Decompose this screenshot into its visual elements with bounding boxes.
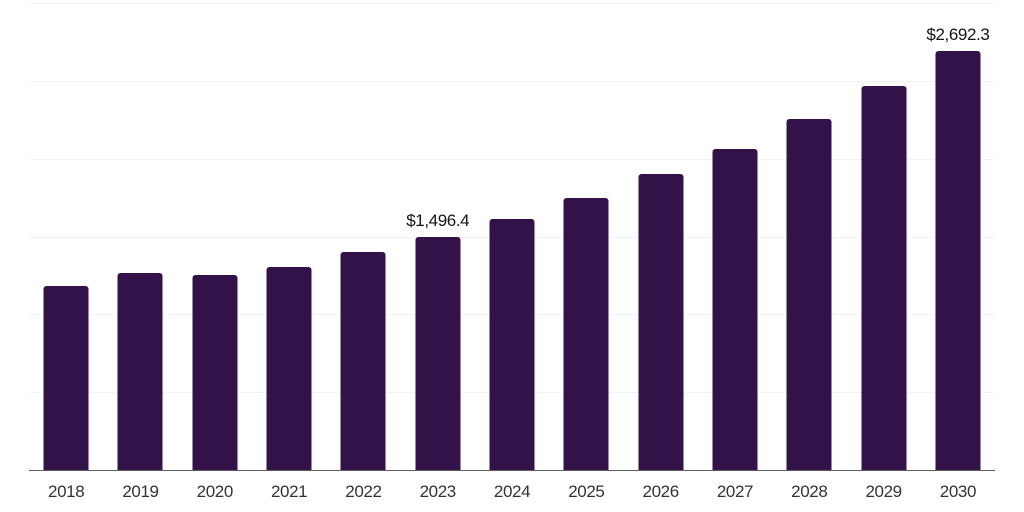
bar-2023 bbox=[415, 237, 461, 470]
bar-2018 bbox=[43, 286, 89, 470]
bar-2028 bbox=[786, 118, 832, 470]
bar-2025 bbox=[563, 197, 609, 470]
x-tick-label-2030: 2030 bbox=[939, 482, 977, 501]
value-label-2023: $1,496.4 bbox=[406, 211, 470, 231]
bar-2021 bbox=[266, 267, 312, 470]
bar-slot-2030: $2,692.3 bbox=[921, 3, 995, 470]
x-tick-label-2028: 2028 bbox=[791, 482, 828, 501]
plot-area: $1,496.4 $2,692.3 bbox=[29, 3, 995, 471]
bar-slot-2025 bbox=[549, 3, 623, 470]
bar-slot-2018 bbox=[29, 3, 103, 470]
bar-2027 bbox=[712, 149, 758, 470]
gridline-2500 bbox=[29, 80, 995, 82]
bar-2030 bbox=[935, 50, 981, 470]
x-tick-label-2021: 2021 bbox=[270, 482, 308, 501]
value-label-2030: $2,692.3 bbox=[926, 24, 990, 44]
bar-slot-2020 bbox=[178, 3, 252, 470]
bar-slot-2029 bbox=[846, 3, 920, 470]
x-tick-label-2024: 2024 bbox=[493, 482, 531, 501]
bar-slot-2021 bbox=[252, 3, 326, 470]
x-tick-label-2023: 2023 bbox=[419, 482, 457, 501]
bar-2024 bbox=[489, 219, 535, 470]
x-tick-label-2022: 2022 bbox=[345, 482, 382, 501]
gridline-2000 bbox=[29, 158, 995, 160]
x-tick-label-2019: 2019 bbox=[122, 482, 159, 501]
bar-2029 bbox=[861, 86, 907, 470]
bar-slot-2019 bbox=[103, 3, 177, 470]
bar-2020 bbox=[192, 275, 238, 470]
bar-slot-2023: $1,496.4 bbox=[401, 3, 475, 470]
x-tick-label-2027: 2027 bbox=[716, 482, 754, 501]
bar-series: $1,496.4 $2,692.3 bbox=[29, 3, 995, 470]
bar-slot-2027 bbox=[698, 3, 772, 470]
bar-slot-2026 bbox=[624, 3, 698, 470]
x-tick-label-2026: 2026 bbox=[642, 482, 680, 501]
bar-slot-2022 bbox=[326, 3, 400, 470]
x-axis-labels: 2018 2019 2020 2021 2022 2023 2024 2025 2026 2027… bbox=[29, 481, 995, 503]
x-tick-label-2018: 2018 bbox=[48, 482, 85, 501]
x-tick-label-2020: 2020 bbox=[196, 482, 234, 501]
bar-2026 bbox=[638, 173, 684, 470]
x-tick-label-2029: 2029 bbox=[865, 482, 902, 501]
bar-2022 bbox=[340, 252, 386, 470]
x-tick-label-2025: 2025 bbox=[568, 482, 605, 501]
gridline-3000 bbox=[29, 3, 995, 4]
bar-slot-2028 bbox=[772, 3, 846, 470]
bar-2019 bbox=[117, 272, 163, 470]
bar-slot-2024 bbox=[475, 3, 549, 470]
